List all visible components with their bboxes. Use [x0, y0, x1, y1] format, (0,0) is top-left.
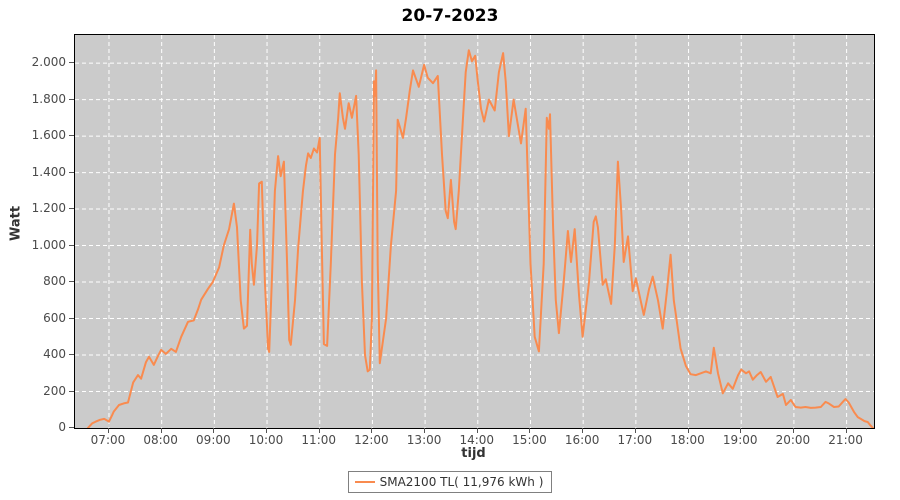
y-tick-mark — [69, 98, 74, 100]
legend-box: SMA2100 TL( 11,976 kWh ) — [347, 471, 553, 493]
x-tick-label: 21:00 — [828, 433, 863, 447]
y-tick-mark — [69, 354, 74, 356]
x-tick-label: 07:00 — [90, 433, 126, 447]
x-tick-mark — [160, 428, 162, 433]
x-tick-mark — [318, 428, 320, 433]
x-tick-mark — [529, 428, 531, 433]
x-tick-label: 08:00 — [143, 433, 178, 447]
x-tick-mark — [687, 428, 689, 433]
x-tick-mark — [740, 428, 742, 433]
plot-area — [74, 34, 875, 429]
x-tick-label: 15:00 — [512, 433, 547, 447]
y-tick-mark — [69, 390, 74, 392]
y-tick-label: 1.800 — [31, 91, 66, 106]
y-tick-mark — [69, 135, 74, 137]
x-tick-mark — [213, 428, 215, 433]
x-tick-label: 13:00 — [406, 433, 442, 447]
y-tick-mark — [69, 281, 74, 283]
x-tick-mark — [845, 428, 847, 433]
x-tick-label: 17:00 — [617, 433, 653, 447]
legend: SMA2100 TL( 11,976 kWh ) — [0, 471, 900, 493]
x-axis-title: tijd — [461, 446, 486, 461]
plot-canvas — [75, 35, 874, 428]
y-tick-label: 1.600 — [31, 128, 66, 143]
y-tick-label: 600 — [43, 310, 66, 325]
y-tick-mark — [69, 208, 74, 210]
y-tick-label: 200 — [43, 383, 66, 398]
x-tick-label: 18:00 — [670, 433, 705, 447]
x-tick-label: 11:00 — [301, 433, 337, 447]
y-tick-label: 1.400 — [31, 164, 66, 179]
x-tick-label: 09:00 — [196, 433, 231, 447]
x-tick-mark — [476, 428, 478, 433]
x-tick-mark — [792, 428, 794, 433]
x-tick-label: 20:00 — [775, 433, 811, 447]
y-tick-mark — [69, 427, 74, 428]
y-tick-mark — [69, 171, 74, 173]
y-tick-label: 1.200 — [31, 201, 66, 216]
x-tick-mark — [582, 428, 584, 433]
x-tick-mark — [371, 428, 373, 433]
x-tick-label: 12:00 — [354, 433, 389, 447]
y-tick-label: 400 — [43, 347, 66, 362]
y-tick-label: 800 — [43, 274, 66, 289]
y-tick-label: 1.000 — [31, 237, 66, 252]
x-tick-mark — [424, 428, 426, 433]
x-tick-label: 14:00 — [459, 433, 495, 447]
chart-title: 20-7-2023 — [401, 6, 499, 26]
x-tick-mark — [107, 428, 109, 433]
x-tick-mark — [634, 428, 636, 433]
y-tick-mark — [69, 317, 74, 319]
x-tick-mark — [266, 428, 268, 433]
y-tick-mark — [69, 62, 74, 64]
y-tick-mark — [69, 244, 74, 246]
x-tick-label: 10:00 — [248, 433, 284, 447]
legend-line-swatch — [354, 481, 375, 483]
y-tick-label: 2.000 — [31, 55, 66, 70]
x-tick-label: 19:00 — [722, 433, 758, 447]
x-tick-label: 16:00 — [564, 433, 600, 447]
y-tick-label: 0 — [58, 420, 66, 434]
legend-series-label: SMA2100 TL( 11,976 kWh ) — [379, 475, 544, 489]
